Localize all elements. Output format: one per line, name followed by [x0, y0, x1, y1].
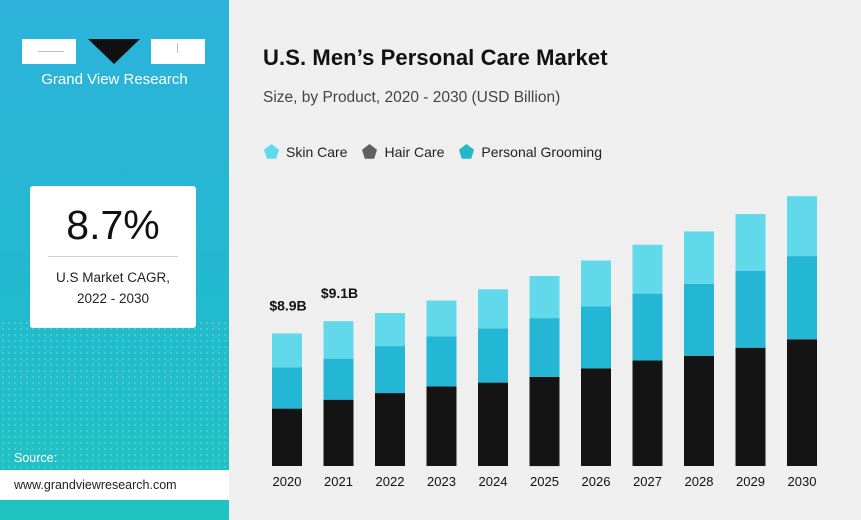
cagr-divider — [48, 256, 178, 257]
chart-title: U.S. Men’s Personal Care Market — [263, 45, 608, 70]
bar-skin-care-2021 — [323, 321, 354, 359]
legend: Skin Care Hair Care Personal Grooming — [263, 143, 616, 160]
bar-hair-care-2026 — [581, 306, 611, 369]
bar-personal-grooming-2028 — [684, 355, 714, 466]
x-tick-label-2030: 2030 — [788, 474, 817, 489]
bar-hair-care-2020 — [272, 367, 302, 409]
bar-skin-care-2029 — [735, 214, 766, 271]
x-tick-label-2022: 2022 — [376, 474, 405, 489]
bar-hair-care-2029 — [735, 270, 766, 348]
sidebar: Grand View Research 8.7% U.S Market CAGR… — [0, 0, 229, 520]
brand-name: Grand View Research — [41, 71, 188, 88]
bar-skin-care-2027 — [632, 244, 663, 294]
legend-item-personal-grooming: Personal Grooming — [458, 143, 602, 160]
source-url[interactable]: www.grandviewresearch.com — [0, 470, 229, 500]
bar-hair-care-2030 — [787, 256, 817, 340]
legend-label-skin-care: Skin Care — [286, 143, 348, 160]
x-tick-label-2029: 2029 — [736, 474, 765, 489]
hair-care-pentagon-icon — [362, 144, 378, 159]
bar-hair-care-2025 — [529, 318, 560, 377]
cagr-label: U.S Market CAGR, 2022 - 2030 — [30, 267, 196, 309]
cagr-value: 8.7% — [66, 202, 160, 248]
bar-personal-grooming-2029 — [735, 347, 766, 466]
bar-skin-care-2020 — [272, 333, 302, 368]
personal-grooming-pentagon-icon — [459, 144, 475, 159]
logo-right-box — [151, 39, 205, 64]
bar-personal-grooming-2025 — [529, 376, 560, 467]
legend-label-hair-care: Hair Care — [384, 143, 445, 160]
bar-personal-grooming-2026 — [581, 368, 611, 466]
bar-personal-grooming-2030 — [787, 339, 817, 466]
bar-skin-care-2025 — [529, 276, 560, 319]
cagr-card: 8.7% U.S Market CAGR, 2022 - 2030 — [30, 186, 196, 328]
bar-personal-grooming-2027 — [632, 360, 663, 466]
bar-personal-grooming-2024 — [478, 382, 508, 466]
legend-item-skin-care: Skin Care — [263, 143, 347, 160]
bar-skin-care-2028 — [684, 231, 714, 284]
legend-item-hair-care: Hair Care — [361, 143, 444, 160]
bar-hair-care-2024 — [478, 328, 508, 383]
x-tick-label-2025: 2025 — [530, 474, 559, 489]
bar-personal-grooming-2022 — [375, 393, 405, 466]
bar-hair-care-2027 — [632, 293, 663, 361]
x-tick-label-2020: 2020 — [273, 474, 302, 489]
x-tick-label-2027: 2027 — [633, 474, 662, 489]
data-label-2020: $8.9B — [269, 297, 306, 313]
legend-label-personal-grooming: Personal Grooming — [481, 143, 602, 160]
dot-pattern — [0, 320, 229, 480]
bar-hair-care-2023 — [426, 336, 457, 387]
bar-personal-grooming-2021 — [323, 399, 354, 466]
logo-triangle-icon — [88, 39, 140, 64]
x-tick-label-2028: 2028 — [685, 474, 714, 489]
bar-hair-care-2028 — [684, 283, 714, 356]
bar-hair-care-2021 — [323, 358, 354, 400]
cagr-label-line2: 2022 - 2030 — [76, 291, 150, 306]
bar-skin-care-2026 — [581, 260, 611, 307]
x-tick-label-2024: 2024 — [479, 474, 508, 489]
x-tick-label-2021: 2021 — [324, 474, 353, 489]
source-label: Source: — [14, 451, 58, 465]
skin-care-pentagon-icon — [264, 144, 279, 159]
bar-personal-grooming-2020 — [272, 408, 302, 466]
bar-skin-care-2023 — [426, 300, 457, 337]
chart-subtitle: Size, by Product, 2020 - 2030 (USD Billi… — [263, 89, 561, 106]
logo-left-box — [22, 39, 76, 64]
bar-hair-care-2022 — [375, 346, 405, 393]
bar-personal-grooming-2023 — [426, 386, 457, 466]
x-tick-label-2026: 2026 — [582, 474, 611, 489]
data-label-2021: $9.1B — [321, 285, 358, 301]
cagr-label-line1: U.S Market CAGR, — [55, 270, 171, 285]
bar-skin-care-2022 — [375, 313, 405, 347]
bar-skin-care-2024 — [478, 289, 508, 329]
x-tick-label-2023: 2023 — [427, 474, 456, 489]
bar-skin-care-2030 — [787, 196, 817, 257]
